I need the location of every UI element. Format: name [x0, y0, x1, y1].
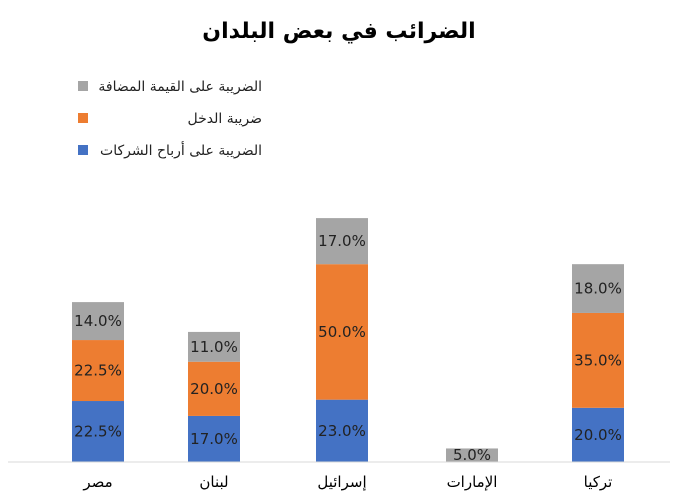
bar-segment [316, 399, 368, 462]
legend: الضريبة على القيمة المضافة ضريبة الدخل الض… [78, 79, 262, 159]
legend-swatch [78, 81, 88, 91]
data-label: 20.0% [190, 380, 238, 398]
bar-segment [72, 302, 124, 341]
bar-segment [316, 218, 368, 265]
bar-segment [572, 312, 624, 408]
data-label: 50.0% [318, 323, 366, 341]
chart-title: الضرائب في بعض البلدان [202, 19, 475, 44]
bar-segment [572, 407, 624, 462]
bar-segment [188, 331, 240, 362]
data-label: 5.0% [453, 446, 491, 464]
data-label: 17.0% [190, 430, 238, 448]
legend-label: الضريبة على القيمة المضافة [98, 79, 262, 95]
bar-segment [188, 361, 240, 416]
x-tick-label: مصر [82, 473, 112, 491]
data-label: 14.0% [74, 312, 122, 330]
bars-layer: 22.5% 22.5% 14.0% 17.0% 20.0% 11.0% 23.0% 50.0%… [72, 218, 624, 464]
bar-segment [188, 415, 240, 462]
bar-segment [572, 264, 624, 313]
category-labels: مصر لبنان إسرائيل الإمارات تركيا [82, 473, 612, 491]
bar-segment [72, 401, 124, 462]
legend-label: الضريبة على أرباح الشركات [100, 141, 262, 159]
legend-swatch [78, 113, 88, 123]
data-label: 22.5% [74, 423, 122, 441]
data-label: 23.0% [318, 422, 366, 440]
data-label: 22.5% [74, 362, 122, 380]
data-label: 35.0% [574, 351, 622, 369]
x-tick-label: إسرائيل [317, 473, 366, 491]
legend-label: ضريبة الدخل [188, 111, 262, 127]
x-tick-label: الإمارات [447, 473, 498, 491]
x-tick-label: تركيا [584, 473, 613, 491]
data-label: 11.0% [190, 338, 238, 356]
bar-segment [72, 340, 124, 402]
bar-segment [316, 264, 368, 400]
data-label: 17.0% [318, 232, 366, 250]
data-label: 18.0% [574, 280, 622, 298]
legend-swatch [78, 145, 88, 155]
x-tick-label: لبنان [199, 473, 228, 491]
bar-segment [446, 448, 498, 462]
data-label: 20.0% [574, 426, 622, 444]
